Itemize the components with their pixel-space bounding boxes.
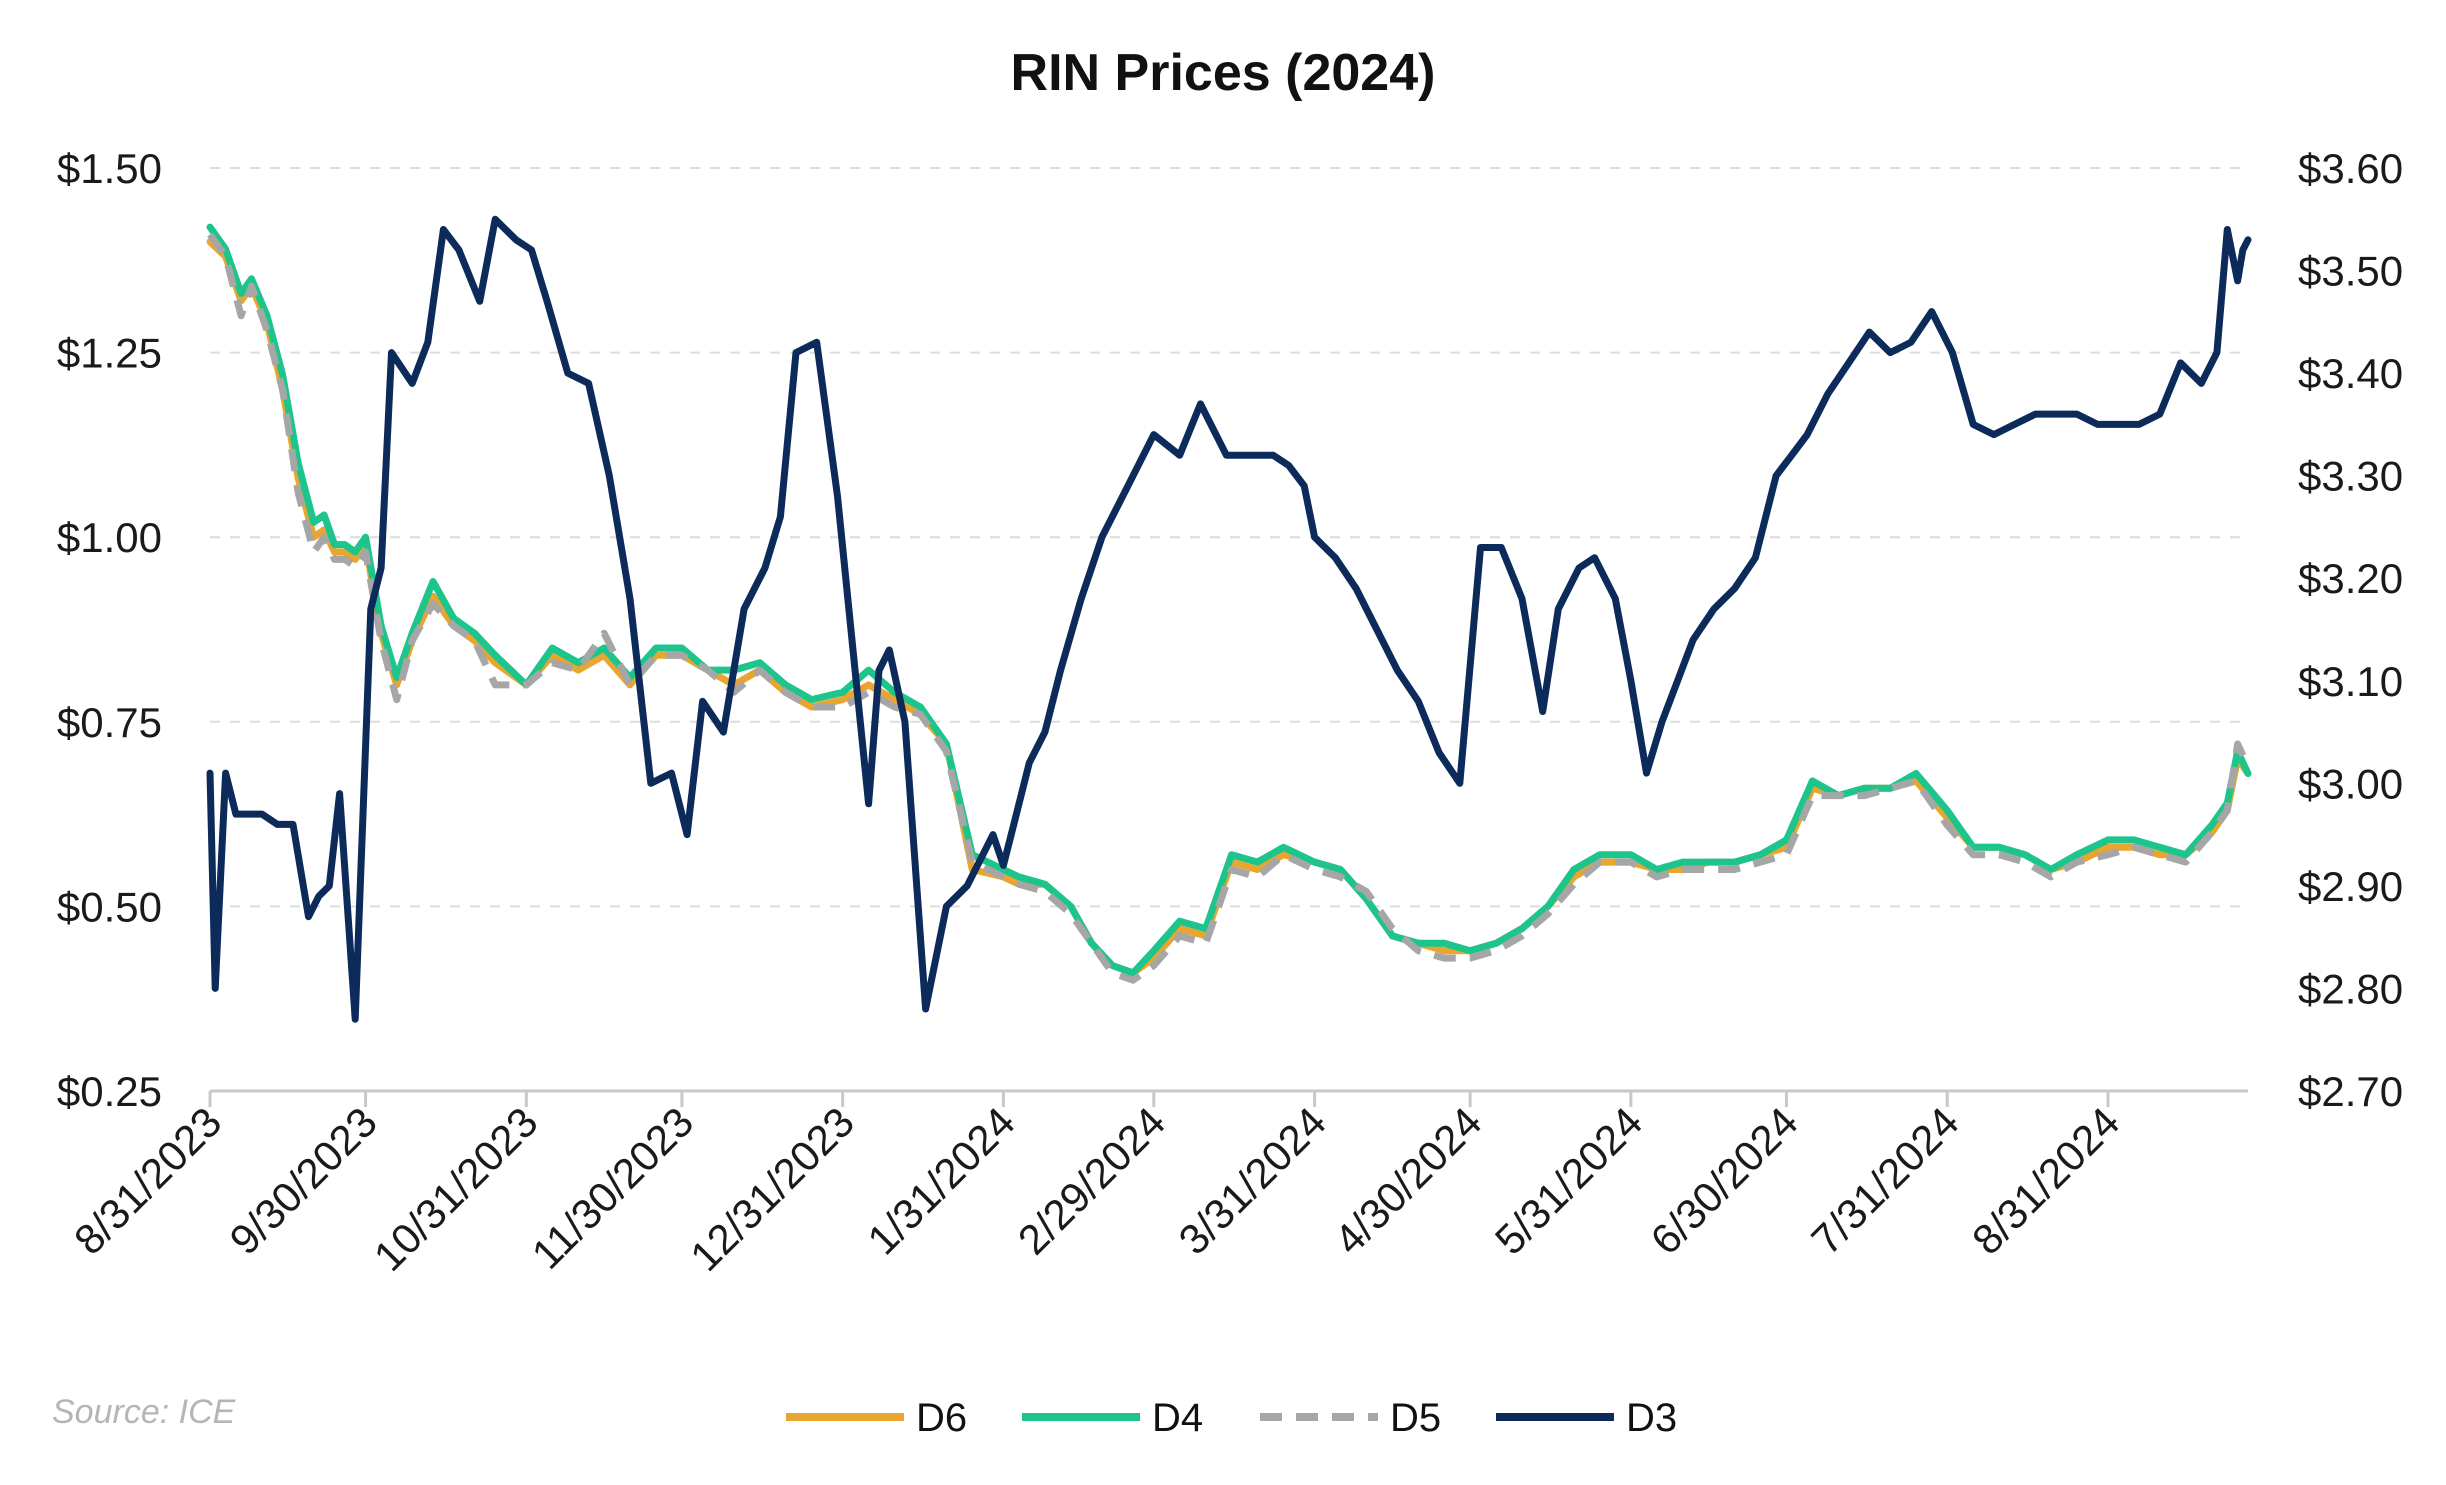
y-right-tick-label: $2.90 <box>2298 863 2403 910</box>
x-tick-label: 2/29/2024 <box>1009 1098 1174 1263</box>
y-right-tick-label: $3.40 <box>2298 350 2403 397</box>
x-tick-label: 8/31/2024 <box>1963 1098 2128 1263</box>
source-note: Source: ICE <box>52 1393 236 1431</box>
x-axis-ticks: 8/31/20239/30/202310/31/202311/30/202312… <box>65 1098 2128 1280</box>
left-y-axis-ticks: $0.25 $0.50 $0.75 $1.00 $1.25 $1.50 <box>57 145 162 1115</box>
legend-label: D3 <box>1626 1396 1677 1440</box>
y-left-tick-label: $1.50 <box>57 145 162 192</box>
x-tick-label: 3/31/2024 <box>1170 1098 1335 1263</box>
x-tick-label: 8/31/2023 <box>65 1098 230 1263</box>
y-right-tick-label: $3.50 <box>2298 248 2403 295</box>
series-line-d3 <box>206 215 2252 1023</box>
x-tick-label: 9/30/2023 <box>221 1098 386 1263</box>
x-tick-label: 7/31/2024 <box>1802 1098 1967 1263</box>
legend-label: D4 <box>1152 1396 1203 1440</box>
series-line-d5 <box>207 232 2252 984</box>
legend-label: D6 <box>916 1396 967 1440</box>
x-tick-label: 5/31/2024 <box>1486 1098 1651 1263</box>
y-left-tick-label: $0.50 <box>57 883 162 930</box>
x-tick-label: 6/30/2024 <box>1641 1098 1806 1263</box>
y-left-tick-label: $0.75 <box>57 699 162 746</box>
legend: D6 D4 D5 D3 <box>786 1396 1677 1440</box>
chart-title: RIN Prices (2024) <box>1011 44 1436 102</box>
y-right-tick-label: $3.60 <box>2298 145 2403 192</box>
gridlines <box>210 167 2248 908</box>
y-left-tick-label: $0.25 <box>57 1068 162 1115</box>
x-tick-label: 11/30/2023 <box>523 1098 703 1278</box>
y-right-tick-label: $3.10 <box>2298 658 2403 705</box>
series-lines <box>206 215 2252 1023</box>
y-left-tick-label: $1.00 <box>57 514 162 561</box>
x-tick-label: 4/30/2024 <box>1325 1098 1490 1263</box>
y-right-tick-label: $3.20 <box>2298 555 2403 602</box>
y-right-tick-label: $2.80 <box>2298 965 2403 1012</box>
right-y-axis-ticks: $2.70 $2.80 $2.90 $3.00 $3.10 $3.20 $3.30 $3.40… <box>2298 145 2403 1115</box>
x-tick-label: 1/31/2024 <box>858 1098 1023 1263</box>
y-right-tick-label: $2.70 <box>2298 1068 2403 1115</box>
x-tick-label: 10/31/2023 <box>365 1098 547 1280</box>
y-right-tick-label: $3.30 <box>2298 453 2403 500</box>
x-tick-label: 12/31/2023 <box>681 1098 863 1280</box>
axes <box>208 1089 2248 1107</box>
y-left-tick-label: $1.25 <box>57 330 162 377</box>
y-right-tick-label: $3.00 <box>2298 760 2403 807</box>
legend-label: D5 <box>1390 1396 1441 1440</box>
